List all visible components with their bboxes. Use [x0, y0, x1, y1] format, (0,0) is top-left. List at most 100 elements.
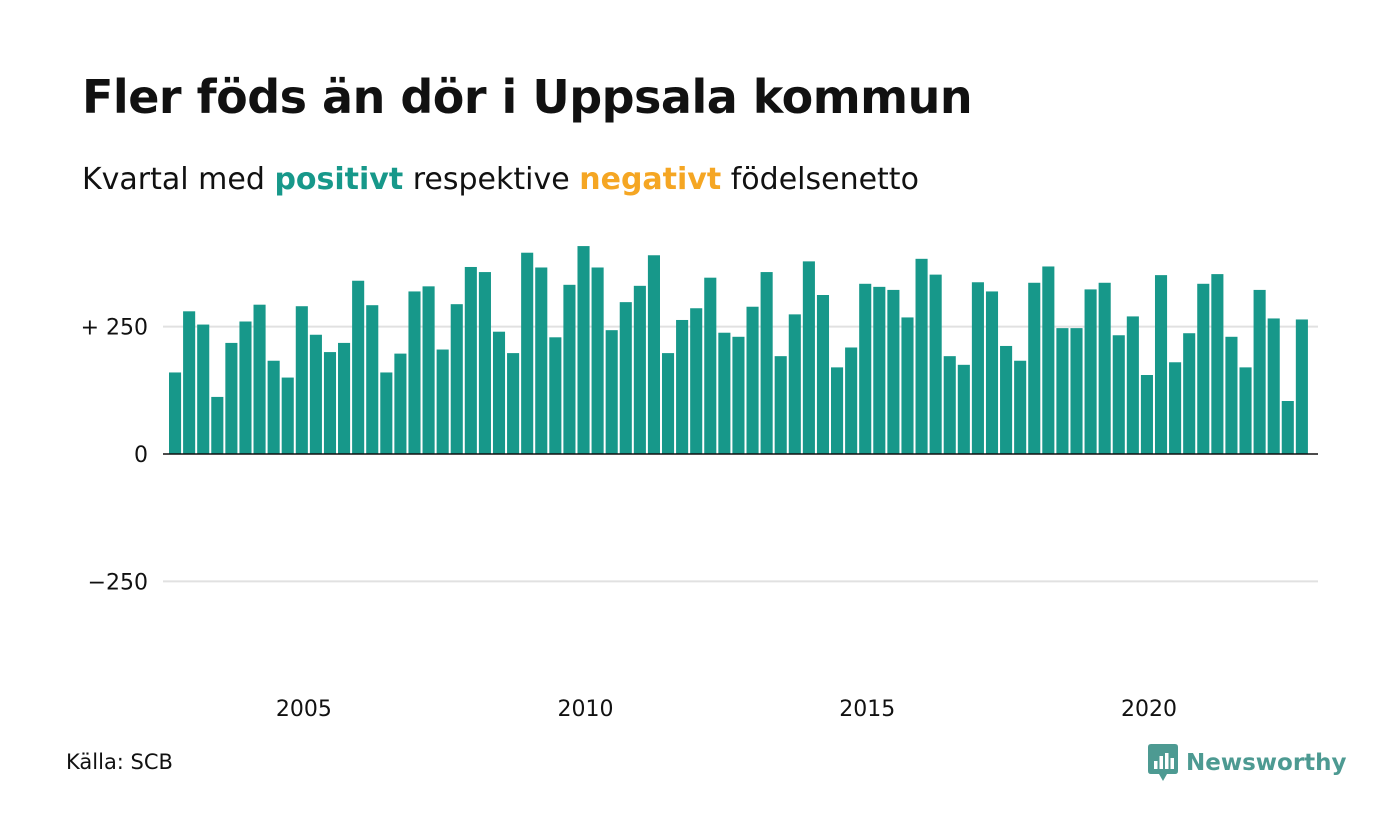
- y-tick-label: 0: [134, 443, 148, 468]
- data-bar: [647, 255, 660, 454]
- data-bar: [591, 267, 604, 454]
- data-bar: [422, 286, 435, 454]
- data-bar: [746, 306, 759, 454]
- data-bar: [831, 367, 844, 454]
- data-bar: [971, 282, 984, 454]
- y-tick-label: + 250: [81, 316, 148, 341]
- data-bar: [183, 311, 196, 454]
- data-bar: [1070, 328, 1083, 454]
- data-bar: [873, 286, 886, 454]
- data-bar: [338, 342, 351, 454]
- data-bar: [1154, 275, 1168, 454]
- data-bar: [1028, 282, 1041, 454]
- data-bar: [676, 319, 689, 454]
- newsworthy-brand: Newsworthy: [1148, 744, 1347, 782]
- data-bar: [690, 308, 703, 454]
- data-bar: [845, 347, 858, 454]
- subtitle-positive-label: positivt: [274, 162, 404, 197]
- data-bar: [577, 246, 590, 454]
- data-bar: [366, 305, 379, 454]
- data-bar: [225, 342, 238, 454]
- source-note: Källa: SCB: [66, 750, 173, 774]
- y-tick-label: −250: [88, 570, 148, 595]
- subtitle-middle: respektive: [412, 162, 570, 197]
- data-bar: [563, 284, 576, 454]
- data-bar: [380, 372, 393, 454]
- data-bar: [1112, 335, 1125, 454]
- data-bar: [169, 372, 182, 454]
- x-tick-label: 2010: [558, 697, 614, 722]
- data-bar: [197, 324, 210, 454]
- chart-title: Fler föds än dör i Uppsala kommun: [82, 70, 973, 124]
- axes: + 250 0 −250 2005 2010 2015 2020: [81, 316, 1318, 722]
- subtitle-prefix: Kvartal med: [82, 162, 265, 197]
- data-bar: [1281, 401, 1294, 454]
- bars: [169, 246, 1308, 454]
- data-bar: [605, 330, 618, 454]
- data-bar: [281, 377, 294, 454]
- data-bar: [732, 336, 745, 454]
- chart-subtitle: Kvartal med positivt respektive negativt…: [82, 162, 919, 197]
- data-bar: [1126, 316, 1139, 454]
- data-bar: [1000, 345, 1013, 454]
- data-bar: [1084, 289, 1097, 454]
- data-bar: [478, 272, 491, 454]
- data-bar: [887, 289, 900, 454]
- brand-name: Newsworthy: [1186, 750, 1347, 776]
- data-bar: [507, 353, 520, 454]
- data-bar: [1253, 289, 1266, 454]
- data-bar: [535, 267, 548, 454]
- data-bar: [436, 349, 449, 454]
- data-bar: [760, 272, 773, 454]
- data-bar: [295, 306, 308, 454]
- data-bar: [774, 356, 787, 454]
- data-bar: [619, 302, 632, 454]
- data-bar: [1267, 318, 1280, 454]
- data-bar: [859, 283, 872, 454]
- subtitle-negative-label: negativt: [579, 162, 722, 197]
- data-bar: [267, 360, 280, 454]
- newsworthy-logo-icon: [1148, 744, 1178, 781]
- data-bar: [492, 331, 506, 454]
- data-bar: [661, 353, 675, 454]
- data-bar: [704, 277, 717, 454]
- data-bar: [1239, 367, 1252, 454]
- data-bar: [1183, 333, 1196, 454]
- data-bar: [1056, 328, 1069, 454]
- data-bar: [985, 291, 999, 454]
- x-tick-label: 2015: [839, 697, 895, 722]
- data-bar: [633, 285, 646, 454]
- data-bar: [253, 304, 266, 454]
- data-bar: [464, 266, 477, 454]
- data-bar: [901, 317, 914, 454]
- subtitle-suffix: födelsenetto: [730, 162, 919, 197]
- x-tick-label: 2020: [1121, 697, 1177, 722]
- data-bar: [1098, 282, 1111, 454]
- data-bar: [239, 321, 252, 454]
- data-bar: [1169, 362, 1182, 454]
- data-bar: [549, 337, 562, 454]
- data-bar: [718, 332, 731, 454]
- data-bar: [1211, 274, 1224, 454]
- data-bar: [788, 314, 801, 454]
- data-bar: [352, 280, 365, 454]
- data-bar: [408, 291, 421, 454]
- data-bar: [816, 295, 830, 454]
- x-tick-label: 2005: [276, 697, 332, 722]
- data-bar: [957, 364, 970, 454]
- data-bar: [915, 258, 928, 454]
- data-bar: [802, 261, 815, 454]
- data-bar: [394, 353, 407, 454]
- data-bar: [211, 396, 224, 454]
- data-bar: [1140, 375, 1153, 454]
- data-bar: [1225, 336, 1238, 454]
- data-bar: [521, 252, 534, 454]
- data-bar: [1042, 266, 1055, 454]
- data-bar: [1014, 360, 1027, 454]
- data-bar: [323, 352, 337, 454]
- data-bar: [1197, 283, 1210, 454]
- data-bar: [1295, 319, 1308, 454]
- data-bar: [450, 304, 463, 454]
- data-bar: [309, 334, 322, 454]
